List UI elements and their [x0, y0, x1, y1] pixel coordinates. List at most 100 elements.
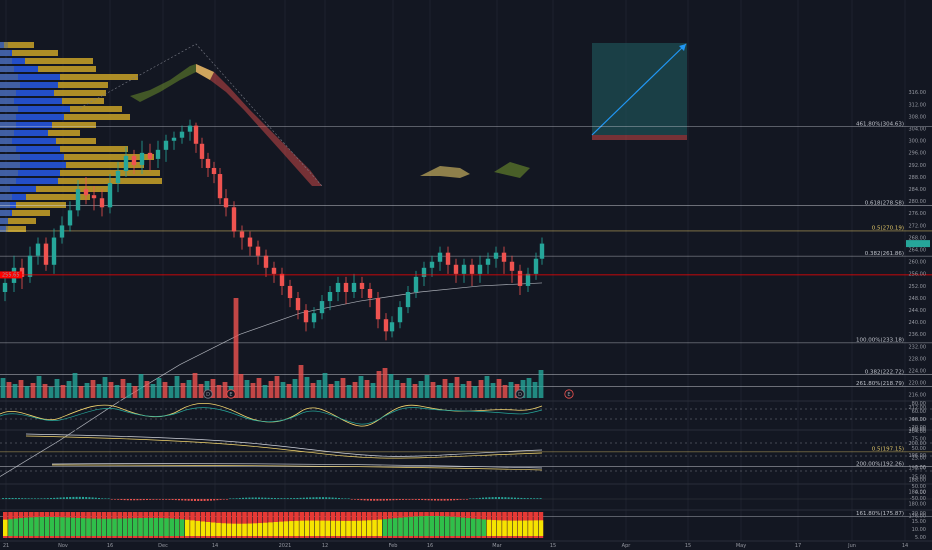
candle-body-52[interactable]: [405, 292, 411, 308]
stop-box[interactable]: [592, 135, 687, 140]
candle-body-0[interactable]: [2, 282, 8, 292]
candle-body-54[interactable]: [421, 267, 427, 277]
candle-body-5[interactable]: [43, 243, 49, 265]
candle-body-13[interactable]: [107, 183, 113, 208]
candle-body-12[interactable]: [99, 198, 105, 208]
candle-body-44[interactable]: [343, 282, 349, 292]
candle-body-23[interactable]: [187, 125, 193, 132]
candle-body-69[interactable]: [539, 243, 545, 259]
candle-body-14[interactable]: [115, 171, 121, 184]
candle-body-21[interactable]: [171, 137, 177, 141]
candle-body-48[interactable]: [375, 298, 381, 320]
candle-body-33[interactable]: [255, 246, 261, 256]
candle-body-59[interactable]: [461, 264, 467, 274]
candle-body-67[interactable]: [525, 273, 531, 286]
candle-body-53[interactable]: [413, 276, 419, 292]
candle-body-20[interactable]: [163, 140, 169, 150]
candle-body-31[interactable]: [239, 231, 245, 238]
event-marker-circle-3[interactable]: [564, 389, 574, 399]
candle-body-55[interactable]: [429, 261, 435, 268]
candle-body-60[interactable]: [469, 264, 475, 274]
candle-body-37[interactable]: [287, 285, 293, 299]
candle-body-17[interactable]: [139, 152, 145, 165]
candle-body-25[interactable]: [199, 143, 205, 159]
macd-bar-77: [248, 497, 251, 499]
candle-body-11[interactable]: [91, 195, 97, 199]
volume-bar-26: [156, 378, 162, 398]
heat-bar-fill-8: [44, 516, 50, 536]
candle-body-58[interactable]: [453, 264, 459, 274]
candle-body-45[interactable]: [351, 282, 357, 292]
event-marker-circle-1[interactable]: [226, 389, 236, 399]
candle-body-62[interactable]: [485, 258, 491, 265]
candle-body-64[interactable]: [501, 252, 507, 262]
macd-bar-84: [270, 497, 273, 499]
macd-bar-149: [478, 497, 481, 499]
macd-bar-125: [402, 499, 404, 500]
candle-body-47[interactable]: [367, 288, 373, 299]
event-marker-circle-0[interactable]: [203, 389, 213, 399]
candle-body-22[interactable]: [179, 131, 185, 138]
candle-body-61[interactable]: [477, 264, 483, 274]
candle-body-29[interactable]: [223, 198, 229, 208]
candle-body-4[interactable]: [35, 243, 41, 256]
trend-pattern-dashed[interactable]: [79, 43, 323, 187]
volume-bar-25: [150, 384, 156, 398]
candle-body-40[interactable]: [311, 313, 317, 323]
candle-body-41[interactable]: [319, 301, 325, 314]
candle-body-34[interactable]: [263, 255, 269, 268]
candle-body-51[interactable]: [397, 307, 403, 323]
volume-bar-20: [120, 379, 126, 398]
candle-body-35[interactable]: [271, 267, 277, 274]
candle-body-8[interactable]: [67, 210, 73, 226]
candle-body-9[interactable]: [75, 189, 81, 211]
candle-body-16[interactable]: [131, 155, 137, 165]
candle-body-56[interactable]: [437, 252, 443, 262]
price-axis[interactable]: 176.00 180.00 184.00 188.00 192.00 196.00 200.…: [909, 90, 927, 520]
target-arrow-line[interactable]: [591, 43, 687, 136]
candle-body-36[interactable]: [279, 273, 285, 286]
time-axis[interactable]: 21 Nov 16 Dec 14 2021 12 Feb 16 Mar 15 Apr 15 May 17 Ju…: [3, 543, 908, 549]
candle-body-32[interactable]: [247, 237, 253, 247]
heat-bar-fill-55: [289, 521, 294, 536]
candle-body-43[interactable]: [335, 282, 341, 292]
candle-body-38[interactable]: [295, 298, 301, 311]
profile-bar-grey-9: [0, 114, 16, 120]
heat-bar-fill-24: [127, 518, 133, 536]
candle-body-3[interactable]: [27, 255, 33, 277]
macd-bar-33: [107, 498, 110, 499]
candle-body-15[interactable]: [123, 155, 129, 171]
candle-body-50[interactable]: [389, 322, 395, 332]
macd-bar-132: [424, 499, 427, 501]
candle-body-63[interactable]: [493, 252, 499, 259]
candle-body-27[interactable]: [211, 167, 217, 175]
candle-body-26[interactable]: [205, 158, 211, 168]
candle-body-30[interactable]: [231, 207, 237, 232]
target-zone[interactable]: [591, 43, 687, 140]
candle-body-39[interactable]: [303, 310, 309, 323]
event-marker-circle-2[interactable]: [515, 389, 525, 399]
fib-label-7: 0.5(197.15): [872, 447, 904, 453]
candle-body-24[interactable]: [193, 125, 199, 144]
candle-body-19[interactable]: [155, 149, 161, 159]
candle-body-28[interactable]: [217, 174, 223, 199]
candle-body-6[interactable]: [51, 237, 57, 265]
candle-body-49[interactable]: [383, 319, 389, 332]
candle-body-65[interactable]: [509, 261, 515, 271]
candle-body-68[interactable]: [533, 258, 539, 274]
macd-bar-5: [18, 498, 20, 499]
heat-bar-fill-28: [148, 517, 154, 536]
candle-body-66[interactable]: [517, 270, 523, 286]
candles[interactable]: [2, 119, 545, 341]
candle-body-18[interactable]: [147, 152, 153, 159]
candle-body-10[interactable]: [83, 189, 89, 196]
candle-body-46[interactable]: [359, 282, 365, 289]
osc3-tick-0: 50.00: [912, 484, 926, 490]
macd-bar-155: [498, 497, 500, 499]
price-tick-24: 272.00: [909, 223, 927, 229]
candle-body-57[interactable]: [445, 252, 451, 265]
candle-body-7[interactable]: [59, 225, 65, 238]
candle-body-42[interactable]: [327, 292, 333, 302]
